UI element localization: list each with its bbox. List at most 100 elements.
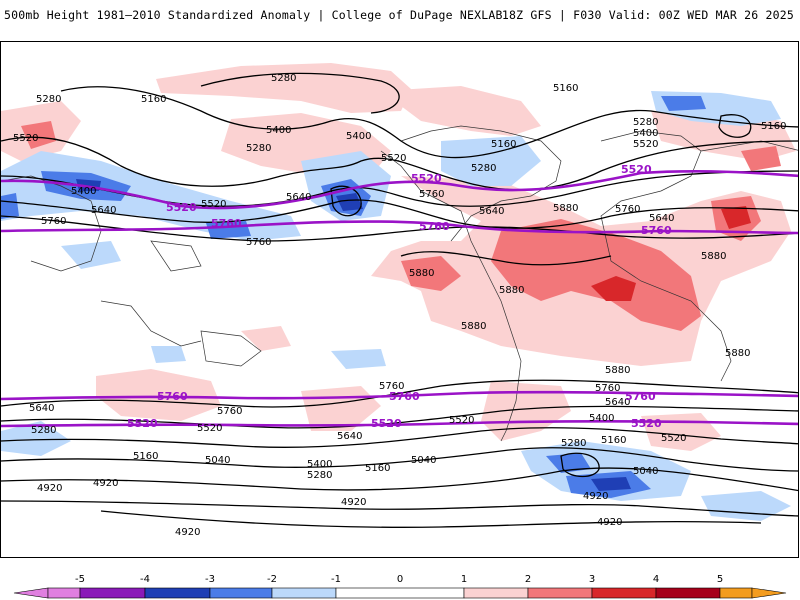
label-5400: 5400	[307, 459, 332, 470]
label-5760: 5760	[595, 383, 620, 394]
label-5760-highlight: 5760	[157, 390, 188, 403]
label-5160: 5160	[133, 451, 158, 462]
label-5880: 5880	[605, 365, 630, 376]
tick-m3: -3	[205, 574, 215, 585]
label-5520: 5520	[13, 133, 38, 144]
label-5520: 5520	[661, 433, 686, 444]
contour-labels: 5280 5160 5280 5160 5400 5400 5520 5280 …	[13, 73, 786, 538]
label-5520-highlight: 5520	[166, 201, 197, 214]
label-5280: 5280	[471, 163, 496, 174]
label-5760: 5760	[41, 216, 66, 227]
label-5520-highlight: 5520	[371, 417, 402, 430]
label-5640: 5640	[649, 213, 674, 224]
valid-time: 18Z GFS | F030 Valid: 00Z WED MAR 26 202…	[501, 8, 794, 22]
colorbar-arrow-right	[751, 587, 787, 599]
label-5520-highlight: 5520	[621, 163, 652, 176]
label-5640: 5640	[91, 205, 116, 216]
label-5520: 5520	[449, 415, 474, 426]
tick-p5: 5	[717, 574, 723, 585]
swatch-p5	[719, 587, 753, 599]
label-4920: 4920	[597, 517, 622, 528]
label-5880: 5880	[701, 251, 726, 262]
label-5640: 5640	[29, 403, 54, 414]
label-5760: 5760	[246, 237, 271, 248]
label-5040: 5040	[633, 466, 658, 477]
header: 500mb Height 1981–2010 Standardized Anom…	[0, 0, 800, 40]
swatch-m23	[209, 587, 273, 599]
label-5280: 5280	[561, 438, 586, 449]
label-5760-highlight: 5760	[419, 220, 450, 233]
swatch-p12	[463, 587, 529, 599]
tick-0: 0	[397, 574, 403, 585]
label-5160: 5160	[553, 83, 578, 94]
label-5880: 5880	[461, 321, 486, 332]
swatch-m12	[271, 587, 337, 599]
label-5520: 5520	[381, 153, 406, 164]
tick-m4: -4	[140, 574, 150, 585]
label-5760-highlight: 5760	[641, 224, 672, 237]
colorbar: -5 -4 -3 -2 -1 0 1 2 3 4 5	[13, 574, 787, 599]
label-5160: 5160	[141, 94, 166, 105]
label-5040: 5040	[411, 455, 436, 466]
tick-p2: 2	[525, 574, 531, 585]
label-5880: 5880	[725, 348, 750, 359]
label-4920: 4920	[175, 527, 200, 538]
label-5520: 5520	[197, 423, 222, 434]
label-4920: 4920	[583, 491, 608, 502]
highlight-contour-labels: 5520 5520 5520 5760 5760 5760 5760 5760 …	[127, 163, 672, 430]
label-5280: 5280	[271, 73, 296, 84]
label-4920: 4920	[93, 478, 118, 489]
label-5160: 5160	[365, 463, 390, 474]
label-5520: 5520	[201, 199, 226, 210]
swatch-p34	[591, 587, 657, 599]
label-5760-highlight: 5760	[211, 217, 242, 230]
colorbar-arrow-left	[13, 587, 49, 599]
label-5880: 5880	[499, 285, 524, 296]
map-title: 500mb Height 1981–2010 Standardized Anom…	[4, 8, 503, 22]
colorbar-swatches	[13, 587, 787, 599]
label-5400: 5400	[71, 186, 96, 197]
tick-m2: -2	[267, 574, 277, 585]
label-5400: 5400	[633, 128, 658, 139]
label-5640: 5640	[286, 192, 311, 203]
label-5760: 5760	[379, 381, 404, 392]
map-panel: 5280 5160 5280 5160 5400 5400 5520 5280 …	[0, 41, 799, 558]
tick-p3: 3	[589, 574, 595, 585]
anomaly-map: 5280 5160 5280 5160 5400 5400 5520 5280 …	[1, 63, 798, 538]
label-5640: 5640	[605, 397, 630, 408]
tick-p4: 4	[653, 574, 659, 585]
label-5280: 5280	[31, 425, 56, 436]
label-5400: 5400	[266, 125, 291, 136]
label-5760: 5760	[615, 204, 640, 215]
label-5280: 5280	[246, 143, 271, 154]
label-5520-highlight: 5520	[631, 417, 662, 430]
label-5640: 5640	[337, 431, 362, 442]
label-5280: 5280	[307, 470, 332, 481]
label-4920: 4920	[341, 497, 366, 508]
label-5400: 5400	[589, 413, 614, 424]
tick-m1: -1	[331, 574, 341, 585]
swatch-p23	[527, 587, 593, 599]
highlight-contours	[1, 170, 798, 428]
label-5520-highlight: 5520	[411, 172, 442, 185]
label-5880: 5880	[409, 268, 434, 279]
label-4920: 4920	[37, 483, 62, 494]
swatch-m34	[144, 587, 211, 599]
tick-p1: 1	[461, 574, 467, 585]
anomaly-shading	[1, 63, 796, 521]
label-5520-highlight: 5520	[127, 417, 158, 430]
label-5760-highlight: 5760	[389, 390, 420, 403]
colorbar-ticks: -5 -4 -3 -2 -1 0 1 2 3 4 5	[75, 574, 723, 585]
label-5760-highlight: 5760	[625, 390, 656, 403]
label-5880: 5880	[553, 203, 578, 214]
tick-m5: -5	[75, 574, 85, 585]
label-5160: 5160	[491, 139, 516, 150]
label-5160: 5160	[761, 121, 786, 132]
swatch-m45	[79, 587, 146, 599]
label-5280: 5280	[36, 94, 61, 105]
label-5160: 5160	[601, 435, 626, 446]
label-5280: 5280	[633, 117, 658, 128]
swatch-p45	[655, 587, 721, 599]
label-5760: 5760	[217, 406, 242, 417]
label-5520: 5520	[633, 139, 658, 150]
